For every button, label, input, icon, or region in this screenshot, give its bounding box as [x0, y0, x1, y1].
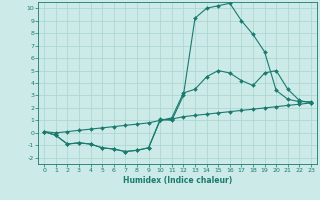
- X-axis label: Humidex (Indice chaleur): Humidex (Indice chaleur): [123, 176, 232, 185]
